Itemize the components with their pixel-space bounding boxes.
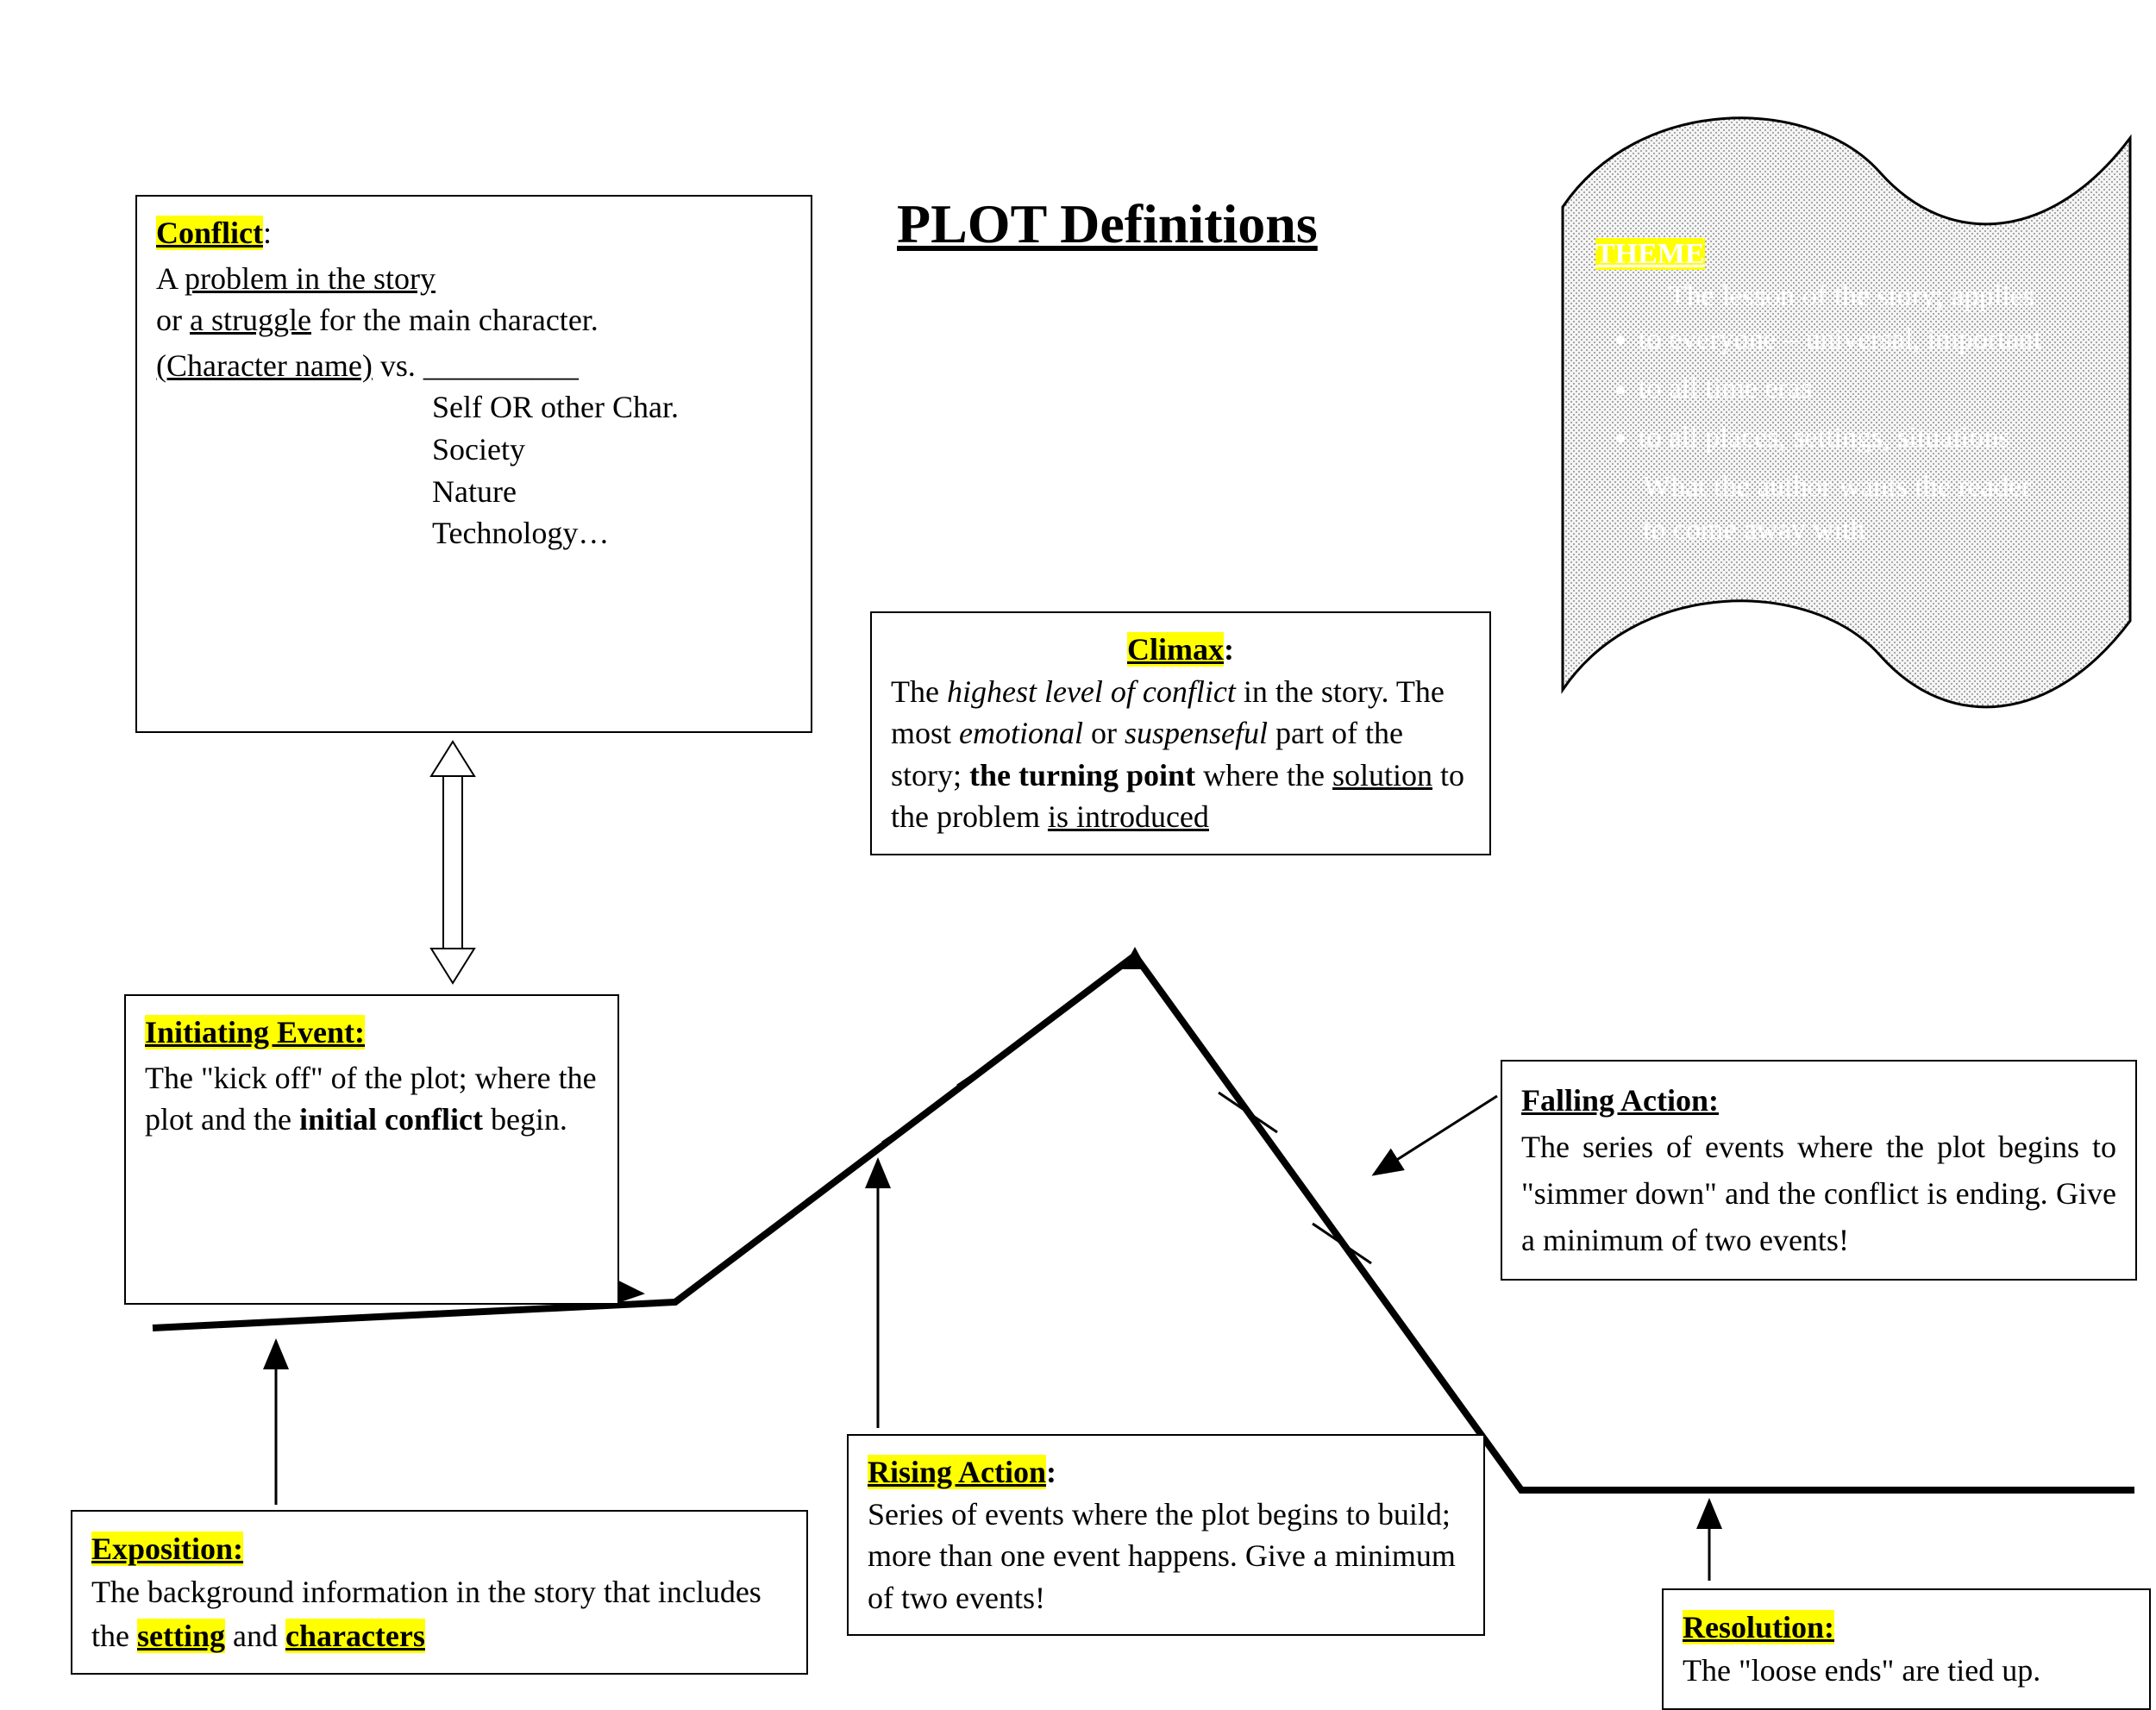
exposition-mid: and: [225, 1619, 285, 1653]
page-title: PLOT Definitions: [897, 192, 1318, 256]
falling-arrow: [1374, 1096, 1497, 1174]
theme-foot-2: to come away with: [1595, 509, 2113, 551]
conflict-arrow-shaft: [443, 772, 462, 953]
conflict-opt-nature: Nature: [432, 471, 792, 513]
rising-body: Series of events where the plot begins t…: [868, 1494, 1464, 1619]
theme-content: THEME The lesson of the story; applies t…: [1595, 233, 2113, 551]
exposition-label: Exposition:: [91, 1531, 243, 1566]
resolution-body: The "loose ends" are tied up.: [1683, 1649, 2130, 1692]
conflict-text-a: A: [156, 261, 185, 296]
tick-falling-2: [1313, 1224, 1371, 1263]
rising-label: Rising Action: [868, 1455, 1046, 1489]
climax-txt-1: The: [891, 674, 947, 709]
tick-falling-1: [1219, 1093, 1277, 1132]
conflict-arrow-head-up: [431, 742, 474, 776]
falling-label: Falling Action:: [1521, 1083, 1719, 1118]
conflict-struggle: a struggle: [190, 303, 311, 337]
falling-box: Falling Action: The series of events whe…: [1501, 1060, 2137, 1281]
conflict-vs: vs. __________: [373, 348, 579, 383]
climax-bold: the turning point: [969, 758, 1195, 792]
climax-txt-5: where the: [1195, 758, 1332, 792]
conflict-box: Conflict: A problem in the story or a st…: [135, 195, 812, 733]
initiating-box: Initiating Event: The "kick off" of the …: [124, 994, 619, 1305]
climax-u-1: solution: [1332, 758, 1432, 792]
tick-rising-4: [957, 1043, 1021, 1086]
theme-bullet-3: to all places, settings, situations: [1639, 417, 2113, 459]
conflict-charname: (Character name): [156, 348, 373, 383]
initiating-text-2: begin.: [483, 1102, 567, 1137]
apex-marker: [1123, 947, 1147, 969]
conflict-label: Conflict: [156, 216, 263, 250]
climax-it-2: emotional: [959, 716, 1083, 750]
conflict-opt-self: Self OR other Char.: [432, 386, 792, 429]
diagram-canvas: PLOT Definitions Conflict: A problem in …: [0, 0, 2156, 1666]
climax-u-2: is introduced: [1048, 799, 1209, 834]
climax-box: Climax: The highest level of conflict in…: [870, 611, 1491, 855]
tick-rising-2: [806, 1157, 870, 1200]
tick-rising-3: [882, 1099, 946, 1143]
conflict-opt-society: Society: [432, 429, 792, 471]
exposition-hl-setting: setting: [137, 1619, 225, 1653]
conflict-opt-tech: Technology…: [432, 512, 792, 554]
conflict-arrow-head-down: [431, 949, 474, 983]
initiating-label: Initiating Event:: [145, 1015, 365, 1049]
rising-box: Rising Action: Series of events where th…: [847, 1434, 1485, 1636]
tick-rising-1: [730, 1216, 793, 1259]
climax-it-1: highest level of conflict: [947, 674, 1236, 709]
climax-txt-3: or: [1083, 716, 1125, 750]
resolution-box: Resolution: The "loose ends" are tied up…: [1662, 1588, 2151, 1710]
theme-bullet-2: to all time eras: [1639, 367, 2113, 410]
conflict-text-or: or: [156, 303, 190, 337]
conflict-problem: problem in the story: [185, 261, 436, 296]
conflict-text-for: for the main character.: [311, 303, 599, 337]
exposition-hl-characters: characters: [285, 1619, 425, 1653]
theme-foot-1: What the author wants the reader: [1595, 466, 2113, 508]
climax-it-3: suspenseful: [1125, 716, 1268, 750]
resolution-label: Resolution:: [1683, 1610, 1834, 1644]
exposition-box: Exposition: The background information i…: [71, 1510, 808, 1675]
theme-line-1: The lesson of the story; applies: [1595, 275, 2113, 317]
climax-label: Climax: [1127, 632, 1224, 667]
theme-bullet-1: to everyone – universal, important: [1639, 318, 2113, 360]
falling-body: The series of events where the plot begi…: [1521, 1124, 2116, 1263]
theme-label: THEME: [1595, 238, 1705, 270]
initiating-bold: initial conflict: [299, 1102, 483, 1137]
